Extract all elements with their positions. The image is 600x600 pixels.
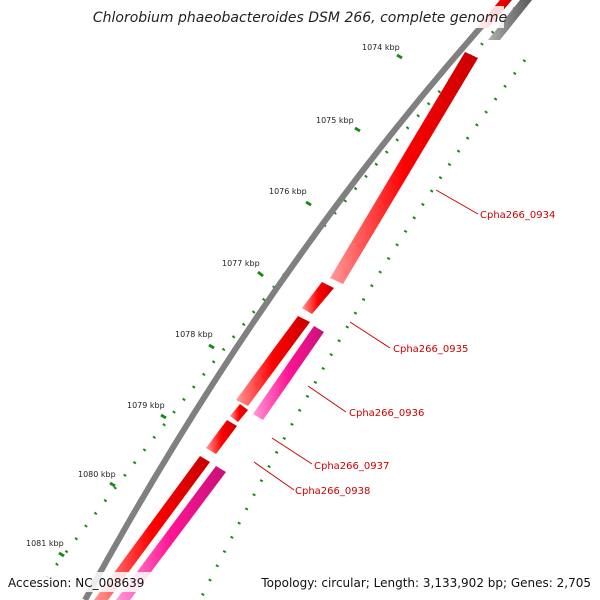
gene-label-0935: Cpha266_0935 [393,344,468,355]
tick-label-1075: 1075 kbp [316,116,354,125]
gene-cpha266-0937[interactable] [206,420,237,454]
gene-label-0936: Cpha266_0936 [349,408,424,419]
summary-backdrop [258,572,596,592]
gene-cpha266-0935[interactable] [302,282,334,314]
gene-leader-lines [253,189,479,491]
tick-label-1074: 1074 kbp [362,43,400,52]
accession-text: Accession: NC_008639 [8,576,144,590]
gene-cpha266-0934[interactable] [330,52,478,284]
gene-cds-red-small[interactable] [230,404,248,422]
tick-ring [28,6,517,600]
gene-label-0937: Cpha266_0937 [314,461,389,472]
gene-cds-red-long[interactable] [236,316,310,406]
tick-label-1078: 1078 kbp [175,330,213,339]
gene-cpha266-0936[interactable] [253,326,324,420]
gene-cpha266-0938[interactable] [116,466,226,600]
tick-label-1081: 1081 kbp [26,539,64,548]
page-title: Chlorobium phaeobacteroides DSM 266, com… [93,10,507,26]
backbone-ring [82,0,508,600]
accession-backdrop [4,572,154,592]
tick-label-1077: 1077 kbp [222,259,260,268]
gray-feature-top [488,0,532,40]
genome-summary-text: Topology: circular; Length: 3,133,902 bp… [260,576,591,590]
tick-label-1080: 1080 kbp [78,470,116,479]
gene-label-0938: Cpha266_0938 [295,486,370,497]
gene-label-0934: Cpha266_0934 [480,210,555,221]
title-backdrop [96,6,504,28]
tick-label-1076: 1076 kbp [269,187,307,196]
major-ticks [58,53,403,558]
tick-label-1079: 1079 kbp [127,401,165,410]
gene-cds-red-lower[interactable] [94,456,210,600]
